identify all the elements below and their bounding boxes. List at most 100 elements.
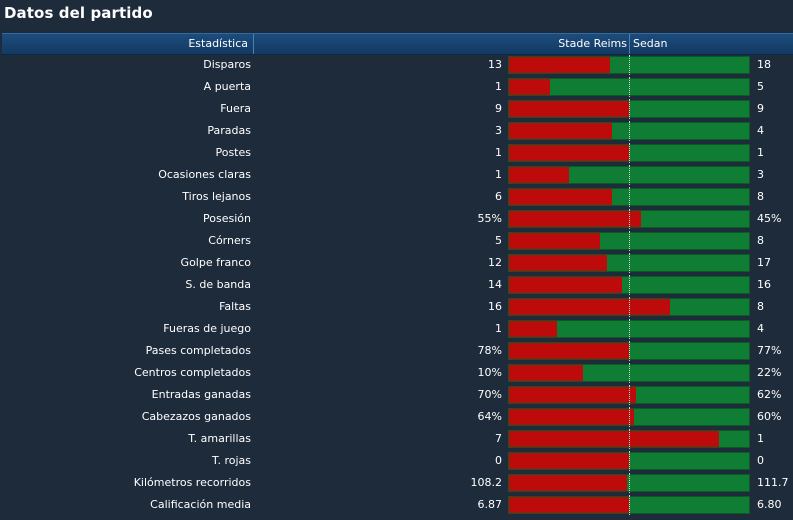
midpoint-marker bbox=[629, 363, 630, 383]
stat-label: T. rojas bbox=[212, 454, 251, 467]
midpoint-marker bbox=[629, 319, 630, 339]
away-value: 4 bbox=[757, 322, 764, 335]
home-value: 1 bbox=[495, 168, 502, 181]
home-share-fill bbox=[509, 233, 601, 249]
comparison-bar bbox=[508, 473, 750, 493]
home-value: 13 bbox=[488, 58, 502, 71]
away-value: 4 bbox=[757, 124, 764, 137]
comparison-bar bbox=[508, 209, 750, 229]
away-value: 3 bbox=[757, 168, 764, 181]
home-share-fill bbox=[509, 387, 637, 403]
stat-label: A puerta bbox=[203, 80, 251, 93]
away-value: 18 bbox=[757, 58, 771, 71]
stat-label: Ocasiones claras bbox=[158, 168, 251, 181]
away-value: 1 bbox=[757, 432, 764, 445]
home-value: 14 bbox=[488, 278, 502, 291]
stat-row: T. rojas 0 0 bbox=[0, 450, 793, 472]
column-header-home-team[interactable]: Stade Reims bbox=[255, 34, 630, 54]
stat-row: Posesión 55% 45% bbox=[0, 208, 793, 230]
home-share-fill bbox=[509, 167, 569, 183]
comparison-bar bbox=[508, 121, 750, 141]
home-value: 1 bbox=[495, 80, 502, 93]
away-value: 111.7 bbox=[757, 476, 789, 489]
away-value: 22% bbox=[757, 366, 782, 379]
away-value: 17 bbox=[757, 256, 771, 269]
comparison-bar bbox=[508, 187, 750, 207]
stats-table-header: Estadística Stade Reims Sedan bbox=[2, 33, 793, 55]
stat-row: Faltas 16 8 bbox=[0, 296, 793, 318]
column-header-statistic[interactable]: Estadística bbox=[2, 34, 254, 54]
stat-row: Paradas 3 4 bbox=[0, 120, 793, 142]
away-value: 9 bbox=[757, 102, 764, 115]
comparison-bar bbox=[508, 341, 750, 361]
midpoint-marker bbox=[629, 121, 630, 141]
midpoint-marker bbox=[629, 341, 630, 361]
stat-row: Córners 5 8 bbox=[0, 230, 793, 252]
midpoint-marker bbox=[629, 165, 630, 185]
stat-label: Posesión bbox=[203, 212, 251, 225]
home-share-fill bbox=[509, 497, 629, 513]
home-value: 55% bbox=[477, 212, 502, 225]
home-share-fill bbox=[509, 321, 557, 337]
stat-label: Cabezazos ganados bbox=[141, 410, 251, 423]
stat-label: Disparos bbox=[203, 58, 251, 71]
midpoint-marker bbox=[629, 473, 630, 493]
stat-row: Golpe franco 12 17 bbox=[0, 252, 793, 274]
midpoint-marker bbox=[629, 297, 630, 317]
home-share-fill bbox=[509, 431, 719, 447]
stat-row: Postes 1 1 bbox=[0, 142, 793, 164]
home-value: 10% bbox=[477, 366, 502, 379]
stat-label: Calificación media bbox=[150, 498, 251, 511]
away-value: 1 bbox=[757, 146, 764, 159]
home-share-fill bbox=[509, 365, 584, 381]
midpoint-marker bbox=[629, 187, 630, 207]
stat-label: Faltas bbox=[219, 300, 251, 313]
stat-row: Tiros lejanos 6 8 bbox=[0, 186, 793, 208]
stat-label: Tiros lejanos bbox=[182, 190, 251, 203]
midpoint-marker bbox=[629, 55, 630, 75]
stat-row: Pases completados 78% 77% bbox=[0, 340, 793, 362]
stat-row: Disparos 13 18 bbox=[0, 54, 793, 76]
stat-label: Fueras de juego bbox=[163, 322, 251, 335]
stat-row: Calificación media 6.87 6.80 bbox=[0, 494, 793, 516]
stat-row: Fuera 9 9 bbox=[0, 98, 793, 120]
midpoint-marker bbox=[629, 143, 630, 163]
away-value: 60% bbox=[757, 410, 782, 423]
home-value: 5 bbox=[495, 234, 502, 247]
comparison-bar bbox=[508, 319, 750, 339]
home-value: 7 bbox=[495, 432, 502, 445]
comparison-bar bbox=[508, 253, 750, 273]
home-share-fill bbox=[509, 409, 634, 425]
home-value: 70% bbox=[477, 388, 502, 401]
home-value: 0 bbox=[495, 454, 502, 467]
midpoint-marker bbox=[629, 231, 630, 251]
comparison-bar bbox=[508, 429, 750, 449]
midpoint-marker bbox=[629, 275, 630, 295]
away-value: 8 bbox=[757, 234, 764, 247]
home-share-fill bbox=[509, 145, 629, 161]
home-value: 108.2 bbox=[470, 476, 503, 489]
away-value: 16 bbox=[757, 278, 771, 291]
stat-label: Entradas ganadas bbox=[151, 388, 251, 401]
comparison-bar bbox=[508, 451, 750, 471]
home-value: 1 bbox=[495, 146, 502, 159]
midpoint-marker bbox=[629, 451, 630, 471]
column-header-away-team[interactable]: Sedan bbox=[633, 37, 668, 50]
home-share-fill bbox=[509, 189, 613, 205]
stat-label: Postes bbox=[215, 146, 251, 159]
midpoint-marker bbox=[629, 429, 630, 449]
midpoint-marker bbox=[629, 99, 630, 119]
stat-label: Paradas bbox=[207, 124, 251, 137]
stat-label: S. de banda bbox=[185, 278, 251, 291]
midpoint-marker bbox=[629, 209, 630, 229]
home-share-fill bbox=[509, 277, 622, 293]
home-value: 64% bbox=[477, 410, 502, 423]
stat-label: Pases completados bbox=[145, 344, 251, 357]
away-value: 62% bbox=[757, 388, 782, 401]
comparison-bar bbox=[508, 495, 750, 515]
stat-row: T. amarillas 7 1 bbox=[0, 428, 793, 450]
home-value: 6.87 bbox=[477, 498, 503, 511]
stat-row: Kilómetros recorridos 108.2 111.7 bbox=[0, 472, 793, 494]
stat-label: T. amarillas bbox=[188, 432, 251, 445]
stat-row: Fueras de juego 1 4 bbox=[0, 318, 793, 340]
